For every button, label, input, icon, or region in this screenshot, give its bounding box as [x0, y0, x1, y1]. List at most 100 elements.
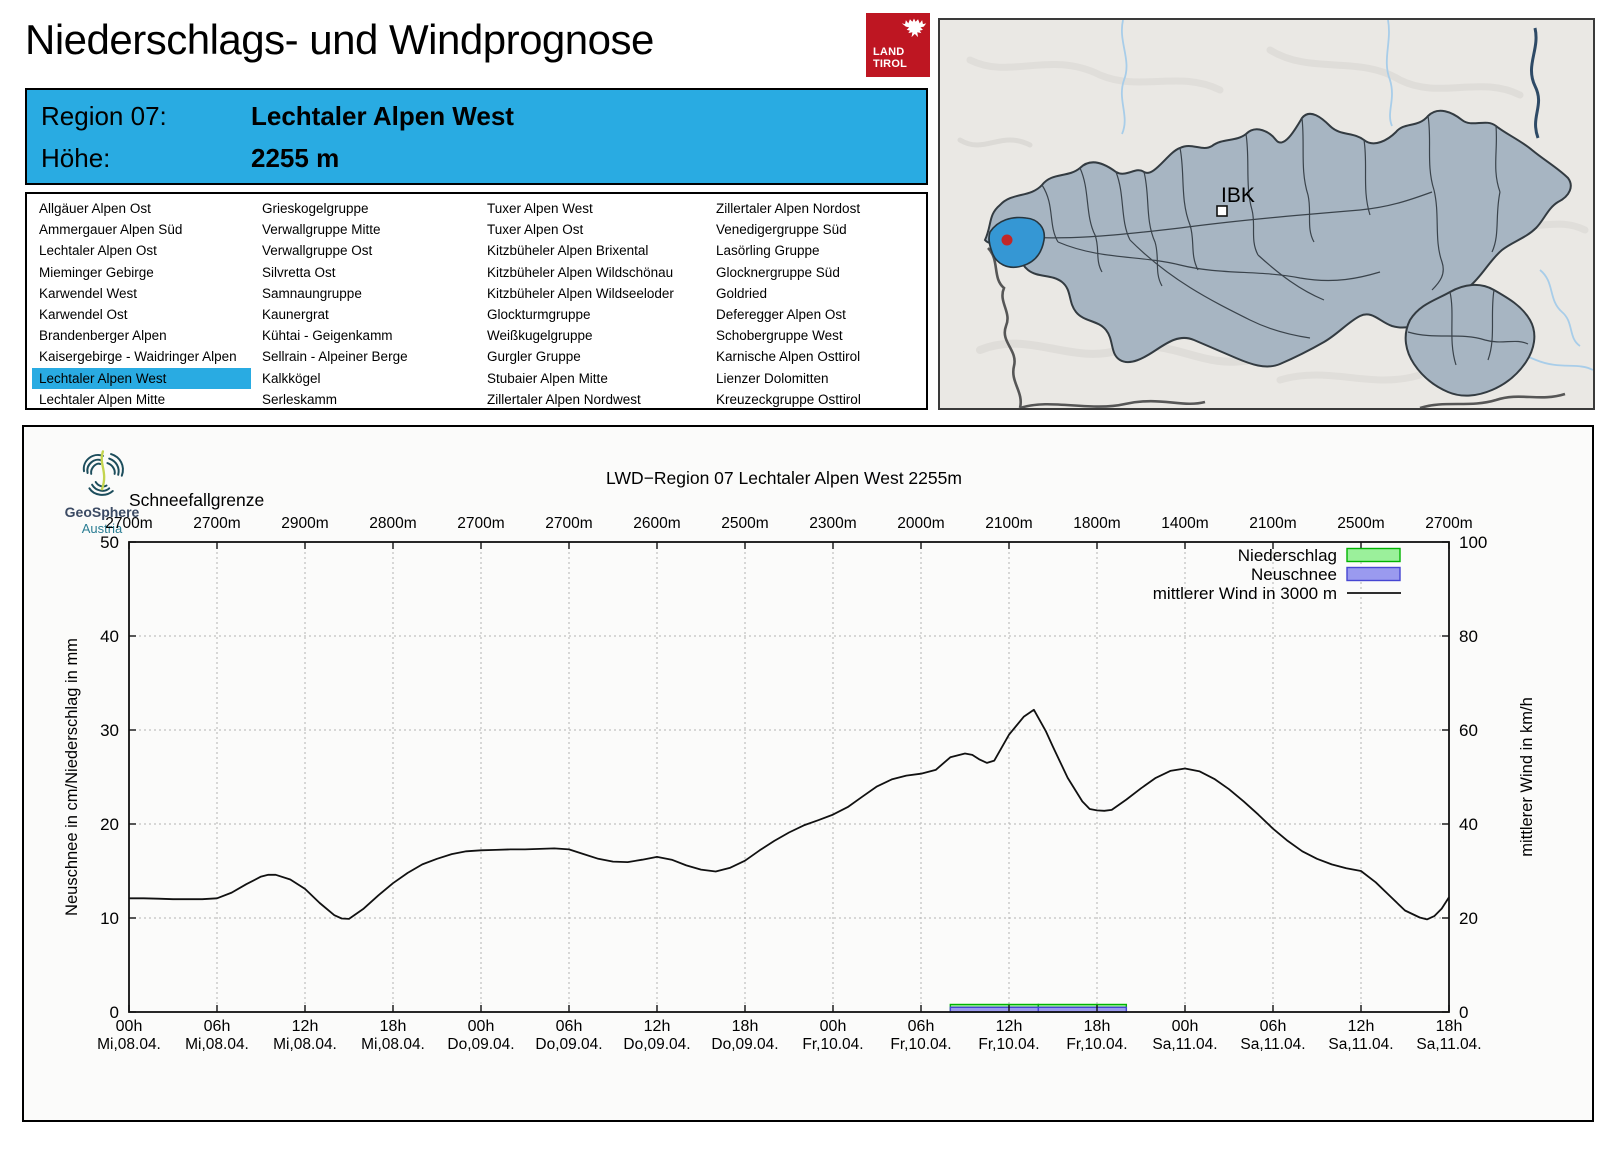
page-title: Niederschlags- und Windprognose: [25, 16, 654, 63]
snowline-value: 2700m: [193, 515, 240, 532]
legend-label: mittlerer Wind in 3000 m: [1153, 584, 1337, 603]
x-date-label: Fr,10.04.: [978, 1036, 1039, 1053]
region-list-item[interactable]: Glocknergruppe Süd: [716, 264, 840, 280]
x-time-label: 00h: [820, 1018, 847, 1035]
region-list-item[interactable]: Verwallgruppe Mitte: [262, 222, 381, 238]
x-date-label: Fr,10.04.: [802, 1036, 863, 1053]
region-list-item[interactable]: Kitzbüheler Alpen Brixental: [487, 243, 649, 259]
plot-border: [128, 541, 1450, 1013]
snowline-value: 2500m: [1337, 515, 1384, 532]
altitude-value: 2255 m: [251, 143, 340, 173]
region-list-item[interactable]: Sellrain - Alpeiner Berge: [262, 349, 408, 365]
region-list-item[interactable]: Lechtaler Alpen Mitte: [39, 391, 166, 407]
snowline-value: 2900m: [281, 515, 328, 532]
x-date-label: Sa,11.04.: [1152, 1036, 1217, 1053]
snowline-value: 2700m: [545, 515, 592, 532]
x-time-label: 06h: [204, 1018, 231, 1035]
region-list-item[interactable]: Stubaier Alpen Mitte: [487, 370, 608, 386]
land-tirol-logo: LAND TIROL: [866, 13, 930, 77]
selected-region-highlight[interactable]: [988, 216, 1046, 268]
snowline-value: 2600m: [633, 515, 680, 532]
region-list-column: Allgäuer Alpen Ost Ammergauer Alpen Süd Le…: [32, 198, 251, 410]
y-right-tick-label: 60: [1459, 721, 1478, 740]
region-list-item[interactable]: Gurgler Gruppe: [487, 349, 581, 365]
y-left-tick-label: 0: [110, 1003, 119, 1022]
region-list-item[interactable]: Tuxer Alpen West: [487, 201, 593, 216]
region-list-item[interactable]: Venedigergruppe Süd: [716, 222, 847, 238]
y-right-tick-label: 80: [1459, 627, 1478, 646]
region-list-item[interactable]: Goldried: [716, 285, 768, 301]
x-time-label: 12h: [1348, 1018, 1375, 1035]
tyrolean-eagle-icon: [901, 18, 927, 38]
x-date-label: Fr,10.04.: [1066, 1036, 1127, 1053]
region-list-item[interactable]: Kalkkögel: [262, 370, 321, 386]
region-list-item[interactable]: Kaisergebirge - Waidringer Alpen: [39, 349, 237, 365]
y-right-tick-label: 20: [1459, 909, 1478, 928]
region-list-item-selected[interactable]: Lechtaler Alpen West: [32, 367, 251, 389]
x-date-label: Fr,10.04.: [890, 1036, 951, 1053]
x-date-label: Do,09.04.: [535, 1036, 602, 1053]
region-list-item[interactable]: Grieskogelgruppe: [262, 201, 369, 216]
region-list-item[interactable]: Ammergauer Alpen Süd: [39, 222, 183, 238]
region-list-item[interactable]: Kaunergrat: [262, 306, 329, 322]
region-list-item[interactable]: Weißkugelgruppe: [487, 328, 593, 344]
region-list-item[interactable]: Karwendel West: [39, 285, 138, 301]
x-date-label: Mi,08.04.: [185, 1036, 249, 1053]
x-date-label: Do,09.04.: [711, 1036, 778, 1053]
region-list-item[interactable]: Zillertaler Alpen Nordost: [716, 201, 861, 216]
x-time-label: 18h: [732, 1018, 759, 1035]
geosphere-name: GeoSphere: [64, 504, 140, 520]
region-list-item[interactable]: Tuxer Alpen Ost: [487, 222, 584, 238]
region-list-item[interactable]: Kitzbüheler Alpen Wildschönau: [487, 264, 674, 280]
national-border-lines: [987, 27, 1566, 408]
region-list-item[interactable]: Zillertaler Alpen Nordwest: [487, 391, 641, 407]
x-time-label: 12h: [644, 1018, 671, 1035]
forecast-chart-panel: GeoSphere Austria 0 10 20 30 40 50 0 20 40 60 80 10…: [22, 425, 1594, 1122]
region-list-item[interactable]: Samnaungruppe: [262, 285, 362, 301]
y-left-tick-label: 10: [100, 909, 119, 928]
east-tirol-boundaries: [1407, 289, 1529, 366]
region-list-item[interactable]: Kreuzeckgruppe Osttirol: [716, 391, 861, 407]
x-date-label: Do,09.04.: [447, 1036, 514, 1053]
region-list-item[interactable]: Glockturmgruppe: [487, 306, 591, 322]
altitude-label: Höhe:: [41, 143, 111, 173]
snowline-value: 2800m: [369, 515, 416, 532]
x-time-label: 00h: [468, 1018, 495, 1035]
x-date-label: Sa,11.04.: [1416, 1036, 1481, 1053]
region-list-item[interactable]: Karwendel Ost: [39, 306, 128, 322]
region-list-item[interactable]: Mieminger Gebirge: [39, 264, 154, 280]
land-tirol-logo-text: LAND TIROL: [873, 45, 907, 71]
snowline-value: 1800m: [1073, 515, 1120, 532]
legend-swatch-box: [1346, 566, 1401, 582]
snowline-value: 2000m: [897, 515, 944, 532]
snowline-value: 2700m: [105, 515, 152, 532]
region-list-item[interactable]: Verwallgruppe Ost: [262, 243, 373, 259]
region-list-item[interactable]: Schobergruppe West: [716, 328, 843, 344]
x-date-label: Do,09.04.: [623, 1036, 690, 1053]
x-time-label: 06h: [1260, 1018, 1287, 1035]
region-list-item[interactable]: Serleskamm: [262, 391, 338, 407]
snowline-value: 2700m: [1425, 515, 1472, 532]
y-left-tick-label: 40: [100, 627, 119, 646]
station-dot: [1001, 234, 1013, 246]
snowline-value: 2100m: [1249, 515, 1296, 532]
region-list-item[interactable]: Silvretta Ost: [262, 264, 336, 280]
region-list-item[interactable]: Brandenberger Alpen: [39, 328, 167, 344]
x-time-label: 18h: [1436, 1018, 1463, 1035]
region-list-item[interactable]: Kühtai - Geigenkamm: [262, 328, 393, 344]
snowline-value: 2500m: [721, 515, 768, 532]
snowline-title: Schneefallgrenze: [129, 490, 264, 510]
geosphere-logo: GeoSphere Austria: [54, 447, 150, 536]
east-tirol-region: [1404, 284, 1536, 397]
region-list-item[interactable]: Kitzbüheler Alpen Wildseeloder: [487, 285, 674, 301]
region-list-item[interactable]: Allgäuer Alpen Ost: [39, 201, 151, 216]
region-list-item[interactable]: Karnische Alpen Osttirol: [716, 349, 861, 365]
region-list-item[interactable]: Lienzer Dolomitten: [716, 370, 829, 386]
y-left-tick-label: 30: [100, 721, 119, 740]
region-list-column: Grieskogelgruppe Verwallgruppe Mitte Verwa…: [255, 198, 474, 410]
region-list-item[interactable]: Lasörling Gruppe: [716, 243, 820, 259]
region-list-item[interactable]: Deferegger Alpen Ost: [716, 306, 846, 322]
legend-label: Neuschnee: [1251, 565, 1337, 584]
region-list-item[interactable]: Lechtaler Alpen Ost: [39, 243, 157, 259]
snowline-value: 2700m: [457, 515, 504, 532]
